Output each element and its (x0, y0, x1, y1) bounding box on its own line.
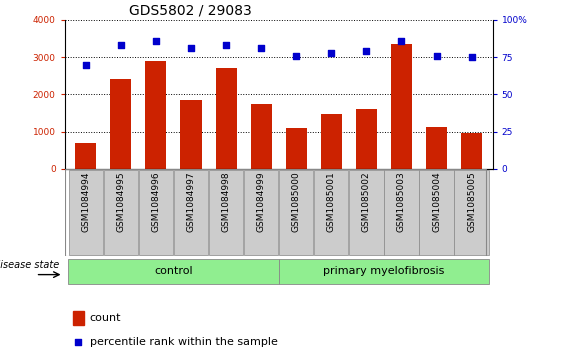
Point (117, 42, 126, 48)
FancyBboxPatch shape (68, 259, 279, 284)
FancyBboxPatch shape (454, 170, 489, 255)
Point (81, 62, 90, 68)
FancyBboxPatch shape (174, 170, 208, 255)
Text: count: count (90, 313, 121, 323)
Point (151, 38, 160, 44)
Point (257, 45, 266, 51)
Text: GSM1084999: GSM1084999 (257, 171, 266, 232)
FancyBboxPatch shape (138, 170, 173, 255)
FancyBboxPatch shape (279, 259, 489, 284)
Point (292, 53, 301, 58)
Text: GSM1085002: GSM1085002 (362, 171, 371, 232)
FancyBboxPatch shape (279, 170, 314, 255)
Bar (181, 100, 202, 169)
FancyBboxPatch shape (419, 170, 454, 255)
Point (186, 45, 195, 51)
Bar (73, 311, 84, 325)
Bar (110, 79, 131, 169)
Text: GSM1085004: GSM1085004 (432, 171, 441, 232)
Point (222, 42, 231, 48)
Text: GSM1085000: GSM1085000 (292, 171, 301, 232)
Text: percentile rank within the sample: percentile rank within the sample (90, 337, 278, 347)
Point (432, 53, 441, 58)
FancyBboxPatch shape (209, 170, 243, 255)
Bar (251, 104, 272, 169)
FancyBboxPatch shape (244, 170, 278, 255)
Bar (391, 44, 412, 169)
Point (467, 54, 476, 60)
Text: disease state: disease state (0, 260, 60, 270)
Bar (285, 128, 307, 169)
FancyBboxPatch shape (314, 170, 348, 255)
Bar (426, 127, 447, 169)
Text: control: control (154, 266, 193, 276)
Text: GSM1084994: GSM1084994 (81, 171, 90, 232)
Bar (356, 109, 377, 169)
Text: GSM1084996: GSM1084996 (151, 171, 160, 232)
Text: primary myelofibrosis: primary myelofibrosis (323, 266, 445, 276)
Point (397, 38, 406, 44)
Bar (75, 143, 96, 169)
Text: GSM1085003: GSM1085003 (397, 171, 406, 232)
Text: GSM1084995: GSM1084995 (117, 171, 126, 232)
Text: GSM1084998: GSM1084998 (222, 171, 231, 232)
Bar (461, 133, 482, 169)
Point (362, 48, 371, 54)
Point (327, 50, 336, 56)
Point (74, 339, 83, 344)
FancyBboxPatch shape (385, 170, 419, 255)
FancyBboxPatch shape (104, 170, 138, 255)
Bar (321, 114, 342, 169)
Bar (145, 61, 167, 169)
Text: GSM1085001: GSM1085001 (327, 171, 336, 232)
Text: GSM1084997: GSM1084997 (186, 171, 195, 232)
FancyBboxPatch shape (69, 170, 103, 255)
Bar (216, 68, 236, 169)
Text: GSM1085005: GSM1085005 (467, 171, 476, 232)
FancyBboxPatch shape (349, 170, 383, 255)
Text: GDS5802 / 29083: GDS5802 / 29083 (129, 3, 252, 17)
